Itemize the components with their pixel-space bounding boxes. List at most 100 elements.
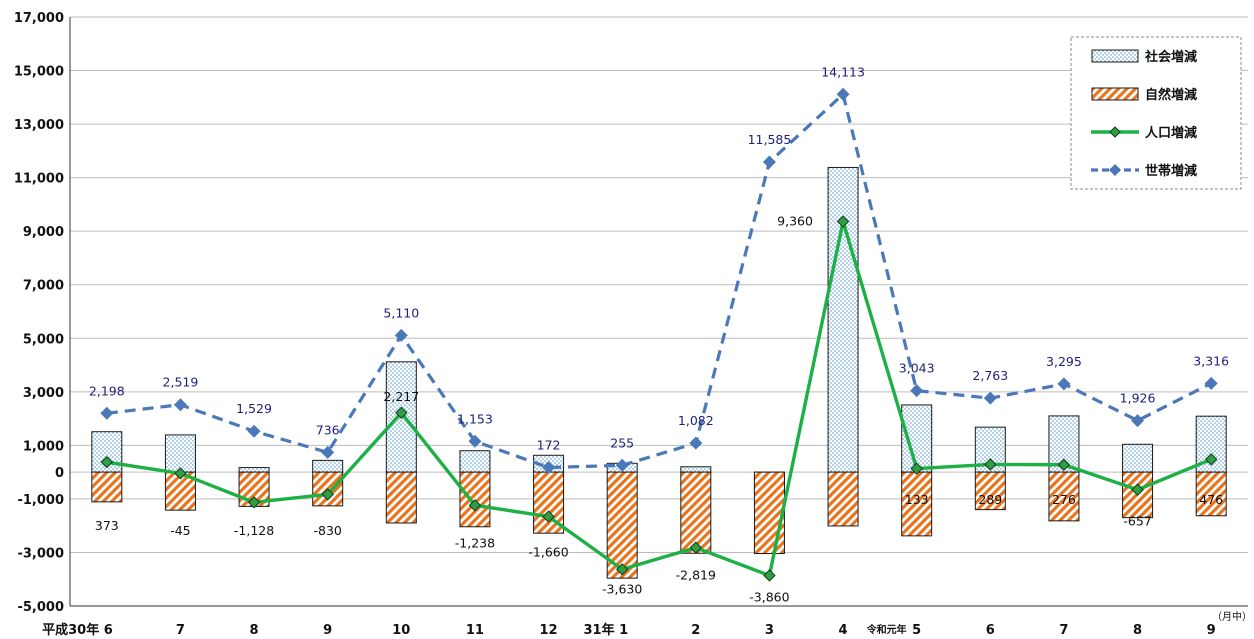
population-change-label: -1,660 [528, 545, 568, 560]
x-tick-label: 7 [176, 623, 185, 638]
natural-change-bar [974, 471, 1006, 511]
population-change-point [984, 458, 997, 471]
household-change-label: 3,295 [1046, 354, 1082, 369]
legend-swatch-social [1091, 49, 1139, 63]
social-change-bar [1122, 443, 1154, 473]
household-change-point [615, 458, 629, 472]
household-change-point [762, 155, 776, 169]
y-tick-label: 17,000 [14, 11, 64, 26]
social-change-bar [238, 467, 270, 473]
household-change-label: 2,763 [972, 368, 1008, 383]
x-tick-label: 5 [912, 623, 921, 638]
household-change-point [1057, 377, 1071, 391]
household-change-label: 1,926 [1120, 391, 1156, 406]
legend-label: 人口増減 [1145, 125, 1197, 141]
population-change-label: -45 [170, 523, 190, 538]
legend-label: 社会増減 [1144, 49, 1197, 65]
population-change-point [174, 467, 187, 480]
natural-change-bar [827, 471, 859, 527]
population-change-point [542, 510, 555, 523]
household-change-point [394, 328, 408, 342]
legend-marker-population [1109, 126, 1121, 138]
household-change-label: 2,198 [89, 383, 125, 398]
population-change-label: 133 [905, 492, 929, 507]
y-tick-label: 7,000 [23, 279, 64, 294]
household-change-label: 3,316 [1193, 353, 1229, 368]
population-change-point [395, 406, 408, 419]
population-change-label: 276 [1052, 492, 1076, 507]
legend-label: 世帯増減 [1145, 163, 1197, 179]
x-tick-label: 4 [839, 623, 848, 638]
y-tick-label: 13,000 [14, 118, 64, 133]
natural-change-bar [91, 471, 123, 503]
natural-change-bar [1195, 471, 1227, 517]
population-change-label: -657 [1123, 514, 1151, 529]
household-change-point [910, 384, 924, 398]
population-change-label: 476 [1199, 492, 1223, 507]
x-tick-label: 7 [1059, 623, 1068, 638]
population-change-point [836, 215, 850, 228]
household-change-point [542, 461, 556, 475]
population-change-line [106, 221, 1212, 578]
y-tick-label: -1,000 [17, 493, 64, 508]
population-change-label: 289 [978, 492, 1002, 507]
x-tick-label: 2 [691, 623, 700, 638]
household-change-line [106, 91, 1212, 470]
household-change-point [100, 406, 114, 420]
population-change-point [100, 455, 114, 469]
household-change-label: 172 [537, 438, 561, 453]
social-change-bar [827, 166, 859, 473]
household-change-label: 255 [610, 435, 634, 450]
x-tick-label: 8 [250, 623, 259, 638]
population-change-point [615, 563, 629, 576]
household-change-point [983, 391, 997, 405]
population-change-point [689, 541, 703, 554]
household-change-label: 1,153 [457, 411, 493, 426]
legend-label: 自然増減 [1145, 87, 1197, 103]
bars [91, 166, 1227, 579]
x-tick-label: 8 [1133, 623, 1142, 638]
axes: 17,000 15,000 13,000 11,000 9,000 7,000 5,000 3… [14, 11, 1248, 638]
data-labels: 2,198 2,519 1,529 736 5,110 1,153 172 255 1,082 1… [89, 64, 1229, 604]
population-change-point [1057, 458, 1071, 471]
population-change-label: -1,238 [455, 535, 495, 550]
y-tick-label: 5,000 [23, 332, 64, 347]
household-change-label: 5,110 [383, 305, 419, 320]
y-tick-label: 11,000 [14, 172, 64, 187]
y-tick-label: 3,000 [23, 386, 64, 401]
social-change-bar [164, 434, 196, 473]
population-change-label: 373 [95, 518, 119, 533]
y-tick-label: 15,000 [14, 65, 64, 80]
population-change-label: 2,217 [383, 389, 419, 404]
natural-change-bar [1048, 471, 1080, 522]
x-tick-label: 11 [466, 623, 484, 638]
y-tick-label: -5,000 [17, 600, 64, 615]
population-change-point [1204, 453, 1218, 466]
population-change-label: -2,819 [676, 568, 716, 583]
legend-marker-household [1109, 164, 1121, 176]
population-change-label: -1,128 [234, 523, 274, 538]
social-change-bar [459, 450, 491, 473]
household-change-point [1131, 414, 1145, 428]
household-change-label: 1,082 [678, 413, 714, 428]
x-tick-prefix: 令和元年 [866, 623, 907, 636]
population-change-point [468, 499, 482, 512]
population-change-point [1131, 483, 1144, 496]
household-change-point [836, 87, 850, 101]
household-change-point [1204, 376, 1218, 390]
population-change-point [247, 496, 261, 509]
natural-change-bar [385, 471, 417, 524]
legend-swatch-natural [1091, 87, 1139, 101]
series-lines [100, 87, 1218, 582]
natural-change-bar [901, 471, 933, 537]
household-change-label: 736 [316, 422, 340, 437]
x-tick-label: 9 [1207, 623, 1216, 638]
x-tick-label: 9 [323, 623, 332, 638]
y-tick-label: 1,000 [23, 439, 64, 454]
household-change-label: 14,113 [821, 64, 865, 79]
household-change-point [321, 445, 335, 459]
household-change-label: 3,043 [899, 361, 935, 376]
y-tick-label: -3,000 [17, 546, 64, 561]
